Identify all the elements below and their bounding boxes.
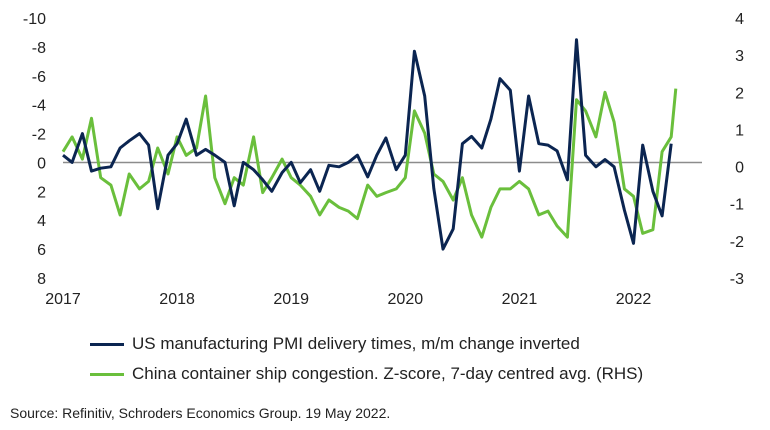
legend-item-us-pmi: US manufacturing PMI delivery times, m/m… [90, 329, 643, 359]
left-tick-label: -2 [32, 127, 46, 144]
series-layer [61, 38, 678, 251]
x-tick-label: 2022 [616, 291, 652, 308]
legend-label-us-pmi: US manufacturing PMI delivery times, m/m… [132, 334, 580, 353]
right-tick-label: -3 [730, 271, 744, 288]
left-tick-label: 2 [37, 184, 46, 201]
legend-item-china-congestion: China container ship congestion. Z-score… [90, 359, 643, 389]
legend: US manufacturing PMI delivery times, m/m… [90, 329, 643, 389]
left-tick-label: -8 [32, 40, 46, 57]
left-tick-label: -6 [32, 69, 46, 86]
left-tick-label: 4 [37, 213, 46, 230]
source-note: Source: Refinitiv, Schroders Economics G… [10, 405, 391, 421]
series-line-us-pmi [62, 38, 673, 251]
x-tick-label: 2018 [159, 291, 195, 308]
x-tick-label: 2021 [502, 291, 538, 308]
right-tick-label: 3 [735, 48, 744, 65]
right-tick-label: 0 [735, 160, 744, 177]
legend-swatch-china-congestion [90, 372, 124, 376]
right-axis: 4 3 2 1 0 -1 -2 -3 [730, 11, 744, 288]
legend-label-china-congestion: China container ship congestion. Z-score… [132, 364, 644, 383]
left-tick-label: -10 [23, 11, 46, 28]
x-tick-label: 2020 [388, 291, 424, 308]
x-tick-label: 2019 [273, 291, 309, 308]
left-axis: -10 -8 -6 -4 -2 0 2 4 6 8 [23, 11, 46, 288]
left-tick-label: 8 [37, 271, 46, 288]
left-tick-label: 0 [37, 155, 46, 172]
x-axis: 2017 2018 2019 2020 2021 2022 [45, 291, 651, 308]
right-tick-label: -1 [730, 197, 744, 214]
right-tick-label: 2 [735, 85, 744, 102]
right-tick-label: -2 [730, 234, 744, 251]
x-tick-label: 2017 [45, 291, 81, 308]
left-tick-label: -4 [32, 98, 46, 115]
left-tick-label: 6 [37, 242, 46, 259]
right-tick-label: 1 [735, 122, 744, 139]
legend-swatch-us-pmi [90, 342, 124, 346]
right-tick-label: 4 [735, 11, 744, 28]
